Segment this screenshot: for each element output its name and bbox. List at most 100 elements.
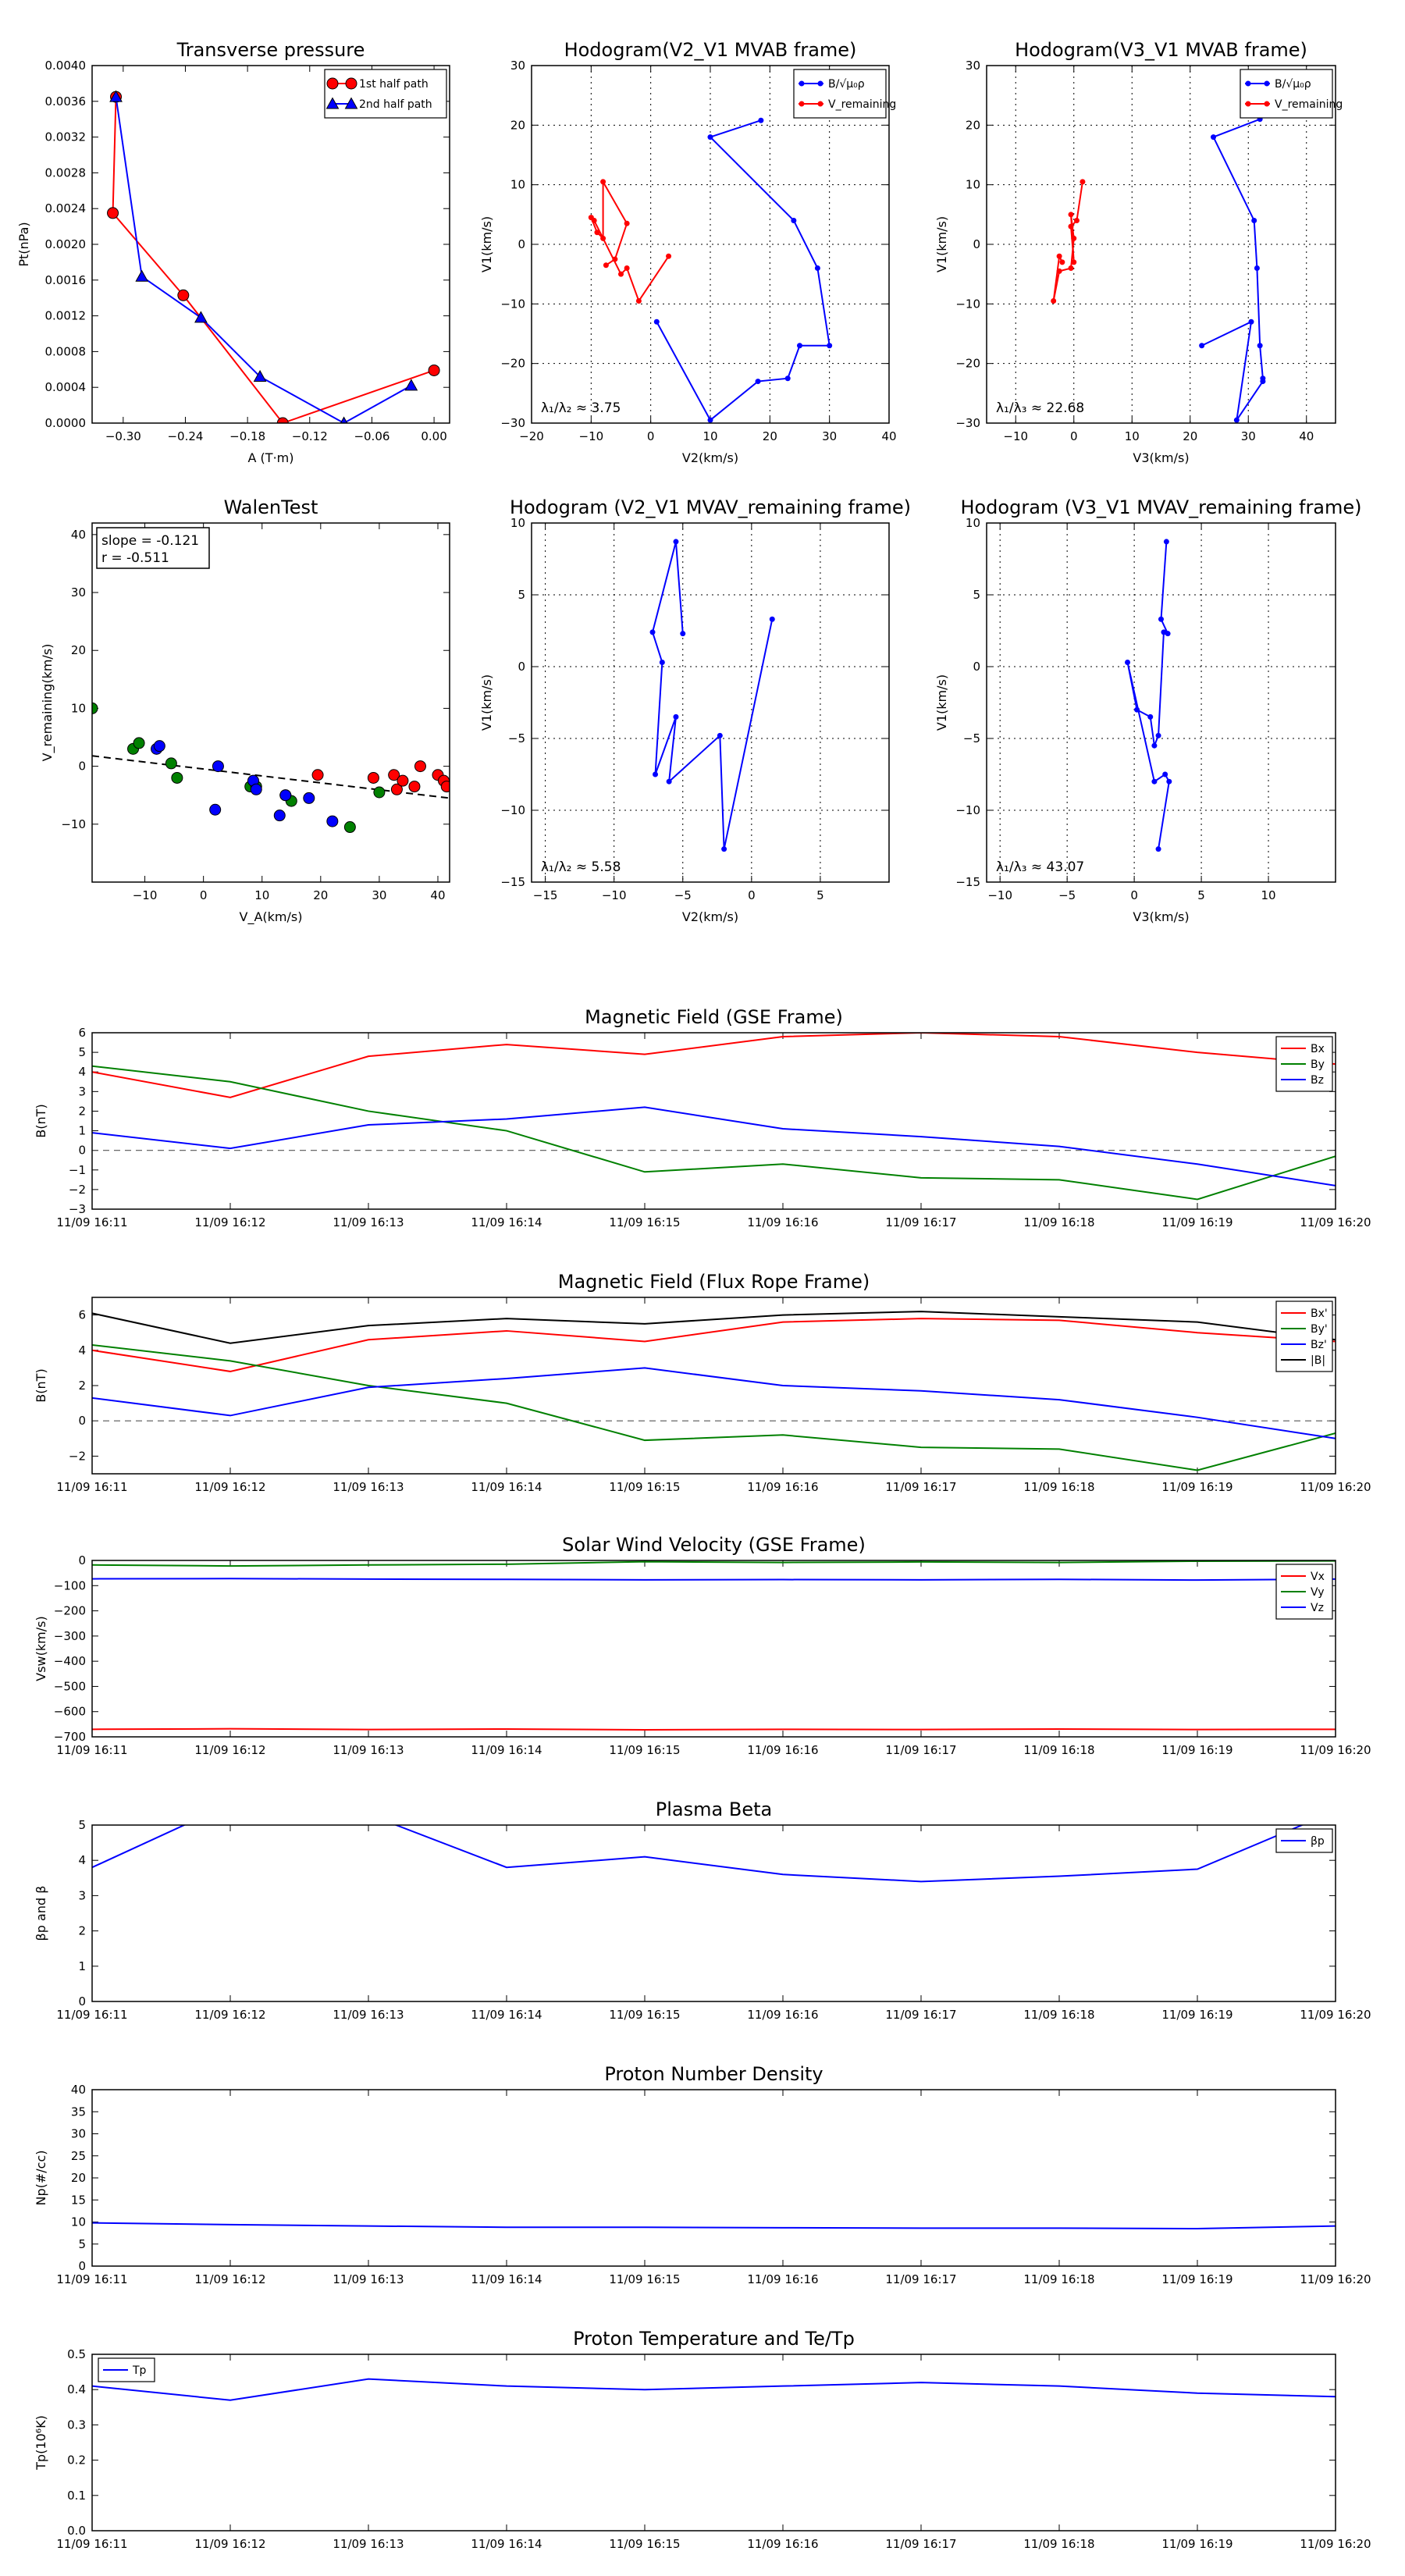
data-point	[603, 262, 609, 269]
series-0	[1125, 539, 1172, 852]
x-tick-label: −15	[533, 888, 558, 902]
data-point	[1260, 379, 1266, 385]
x-tick-label: 11/09 16:13	[333, 2537, 404, 2551]
axes-frame	[91, 65, 450, 424]
x-tick-label: 11/09 16:17	[885, 2537, 956, 2551]
y-tick-label: −10	[955, 803, 980, 817]
axes-frame	[531, 65, 890, 424]
y-tick-label: −300	[54, 1629, 86, 1643]
legend-label: By'	[1311, 1323, 1328, 1336]
series-line	[92, 1825, 1304, 1883]
ratio-annotation: λ₁/λ₂ ≈ 3.75	[541, 400, 621, 416]
y-axis-label: V1(km/s)	[479, 674, 494, 731]
y-axis-label: V_remaining(km/s)	[40, 644, 55, 762]
legend-label: βp	[1311, 1835, 1325, 1848]
series-line	[115, 96, 412, 423]
x-tick-label: 11/09 16:13	[333, 1480, 404, 1494]
fit-line	[92, 755, 450, 799]
data-point	[250, 783, 262, 795]
data-point	[1254, 265, 1260, 272]
data-point	[343, 821, 356, 834]
x-axis-label: V_A(km/s)	[240, 909, 303, 925]
y-tick-label: 4	[78, 1065, 86, 1079]
data-point	[717, 732, 723, 738]
legend-label: Bz	[1311, 1074, 1324, 1087]
y-tick-label: 0.0028	[45, 165, 87, 180]
x-tick-label: 11/09 16:12	[194, 2008, 265, 2022]
plot-area	[92, 2222, 1336, 2229]
axes-frame	[531, 522, 890, 883]
x-tick-label: 0.00	[421, 429, 446, 443]
y-tick-label: 2	[78, 1924, 86, 1938]
data-point	[171, 771, 183, 784]
plot-area	[1125, 539, 1172, 852]
x-tick-label: 11/09 16:20	[1300, 1480, 1371, 1494]
x-tick-label: 40	[881, 429, 896, 443]
y-tick-label: −2	[69, 1183, 86, 1197]
x-tick-label: 11/09 16:13	[333, 2008, 404, 2022]
x-tick-label: 11/09 16:16	[747, 1743, 818, 1757]
data-point	[107, 207, 119, 219]
y-tick-label: 3	[78, 1084, 86, 1098]
y-tick-label: 0	[78, 1144, 86, 1158]
data-point	[600, 179, 606, 185]
x-tick-label: −20	[519, 429, 544, 443]
y-axis-label: βp and β	[34, 1886, 48, 1941]
x-tick-label: 11/09 16:13	[333, 2272, 404, 2286]
series-tp	[92, 2378, 1336, 2401]
y-tick-label: −500	[54, 1679, 86, 1693]
x-tick-label: −5	[1058, 888, 1076, 902]
y-tick-label: 40	[71, 2083, 86, 2097]
legend-marker	[799, 80, 805, 87]
data-point	[153, 740, 165, 753]
x-tick-label: 11/09 16:12	[194, 2537, 265, 2551]
data-point	[1155, 846, 1161, 852]
series-b-	[1199, 116, 1266, 423]
y-tick-label: 5	[78, 2237, 86, 2251]
data-point	[1166, 778, 1172, 785]
x-tick-label: 11/09 16:15	[609, 1215, 680, 1229]
x-tick-label: −0.18	[229, 429, 265, 443]
y-tick-label: 0.0000	[45, 416, 87, 430]
data-point	[1248, 318, 1254, 325]
data-point	[797, 343, 802, 349]
x-tick-label: 11/09 16:19	[1161, 2537, 1232, 2551]
x-axis-label: V2(km/s)	[682, 450, 738, 465]
legend-label: |B|	[1311, 1354, 1325, 1367]
y-tick-label: 0.0032	[45, 130, 87, 144]
data-point	[1051, 298, 1057, 304]
data-point	[1233, 417, 1240, 423]
data-point	[673, 539, 679, 545]
legend-label: B/√μ₀ρ	[828, 78, 865, 91]
data-point	[1151, 778, 1158, 785]
data-point	[673, 713, 679, 720]
x-tick-label: 11/09 16:17	[885, 1743, 956, 1757]
y-tick-label: −400	[54, 1654, 86, 1668]
x-tick-label: −0.12	[292, 429, 328, 443]
y-tick-label: 0.0	[67, 2524, 86, 2538]
y-tick-label: 0	[78, 1414, 86, 1428]
x-tick-label: 11/09 16:20	[1300, 1743, 1371, 1757]
data-point	[326, 815, 339, 827]
data-point	[1163, 539, 1169, 545]
series-vy	[92, 1560, 1336, 1567]
x-tick-label: 0	[200, 888, 208, 902]
y-tick-label: −10	[61, 817, 86, 831]
legend-marker	[1245, 101, 1251, 107]
x-tick-label: 11/09 16:17	[885, 2008, 956, 2022]
y-tick-label: 0.5	[67, 2347, 86, 2361]
series-line	[92, 1560, 1336, 1567]
x-tick-label: −10	[579, 429, 604, 443]
y-tick-label: 20	[966, 118, 980, 132]
data-point	[303, 792, 315, 804]
legend-marker	[325, 97, 340, 109]
ratio-annotation: λ₁/λ₃ ≈ 22.68	[996, 400, 1084, 416]
y-tick-label: −1	[69, 1163, 86, 1177]
panel-title: Proton Number Density	[604, 2063, 823, 2085]
data-point	[1211, 134, 1217, 141]
y-tick-label: 5	[518, 588, 525, 602]
y-tick-label: 15	[71, 2193, 86, 2207]
axes-frame	[91, 1824, 1336, 2002]
data-point	[827, 343, 833, 349]
y-axis-label: V1(km/s)	[934, 216, 949, 272]
